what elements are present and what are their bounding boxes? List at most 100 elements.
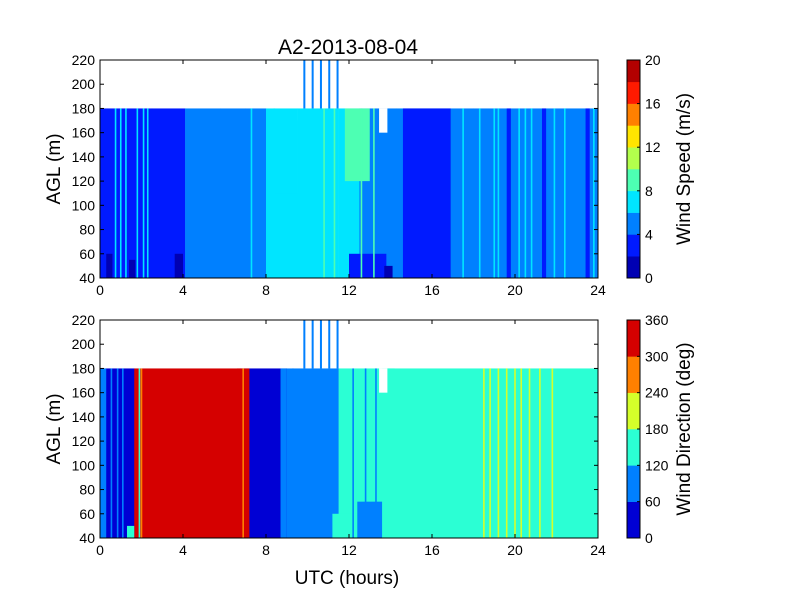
direction-y-tick-label: 120: [72, 433, 96, 449]
direction-x-tick-label: 20: [507, 542, 523, 558]
direction-colorbar-segment: [627, 320, 640, 357]
direction-streak: [122, 368, 124, 538]
speed-streak: [524, 108, 527, 278]
speed-y-tick-label: 200: [72, 76, 96, 92]
direction-streak: [292, 368, 294, 538]
direction-y-tick-label: 80: [79, 482, 95, 498]
speed-streak: [146, 108, 149, 278]
speed-y-tick-label: 40: [79, 270, 95, 286]
speed-streak: [136, 108, 139, 278]
direction-streak: [140, 368, 143, 538]
speed-streak: [119, 108, 122, 278]
direction-heatmap-field: [100, 320, 599, 538]
speed-streak: [530, 108, 533, 278]
direction-x-tick-label: 24: [590, 542, 606, 558]
direction-colorbar-tick-label: 120: [645, 457, 669, 473]
direction-streak: [242, 368, 244, 538]
direction-streak: [505, 368, 508, 538]
direction-streak: [489, 368, 491, 538]
speed-colorbar-tick-label: 8: [645, 183, 653, 199]
direction-x-tick-label: 0: [96, 542, 104, 558]
speed-colorbar-tick-label: 20: [645, 52, 661, 68]
direction-streak: [514, 368, 516, 538]
speed-streak: [462, 108, 464, 278]
direction-streak: [364, 368, 367, 538]
speed-colorbar-segment: [627, 125, 640, 148]
direction-colorbar-tick-label: 300: [645, 348, 669, 364]
speed-y-tick-label: 220: [72, 52, 96, 68]
direction-y-tick-label: 200: [72, 336, 96, 352]
speed-streak: [553, 108, 556, 278]
speed-streak: [373, 108, 375, 278]
speed-colorbar-segment: [627, 212, 640, 235]
speed-colorbar-segment: [627, 169, 640, 192]
speed-streak: [323, 108, 325, 278]
utc-xlabel: UTC (hours): [295, 568, 400, 589]
speed-missing-data: [379, 108, 388, 133]
direction-x-tick-label: 12: [341, 542, 357, 558]
speed-streak: [333, 108, 336, 278]
wind-direction-panel: AGL (m) Wind Direction (deg) UTC (hours)…: [44, 312, 695, 589]
direction-colorbar-tick-label: 0: [645, 530, 653, 546]
speed-colorbar-tick-label: 0: [645, 270, 653, 286]
wind-speed-panel: AGL (m) Wind Speed (m/s) 0 4 8 12 16 20 244060…: [44, 52, 695, 298]
speed-patch: [384, 265, 393, 278]
direction-streak: [551, 368, 554, 538]
speed-profile-block: [151, 108, 186, 278]
direction-streak: [539, 368, 541, 538]
figure-title: A2-2013-08-04: [278, 36, 418, 59]
speed-patch: [106, 253, 113, 278]
speed-profile-block: [473, 108, 599, 278]
speed-upper-gate-streak: [303, 60, 306, 109]
wind-direction-colorbar-label: Wind Direction (deg): [674, 342, 695, 515]
speed-streak: [142, 108, 145, 278]
speed-patch: [402, 108, 451, 278]
speed-y-tick-label: 100: [72, 197, 96, 213]
speed-streak: [518, 108, 520, 278]
direction-streak: [497, 368, 500, 538]
speed-x-tick-label: 12: [341, 282, 357, 298]
speed-patch: [506, 108, 511, 278]
speed-colorbar-segment: [627, 81, 640, 104]
speed-colorbar-segment: [627, 190, 640, 213]
direction-colorbar-tick-label: 240: [645, 385, 669, 401]
speed-patch: [585, 108, 590, 278]
speed-y-tick-label: 140: [72, 149, 96, 165]
speed-colorbar-segment: [627, 147, 640, 170]
direction-y-tick-label: 160: [72, 385, 96, 401]
direction-patch: [357, 501, 383, 538]
speed-y-tick-label: 120: [72, 173, 96, 189]
speed-x-tick-label: 16: [424, 282, 440, 298]
speed-streak: [478, 108, 481, 278]
direction-y-tick-label: 60: [79, 506, 95, 522]
speed-streak: [250, 108, 253, 278]
speed-colorbar-segment: [627, 60, 640, 83]
speed-colorbar-segment: [627, 103, 640, 126]
speed-patch: [297, 120, 339, 206]
direction-profile-block: [134, 368, 241, 538]
speed-streak: [125, 108, 127, 278]
direction-y-tick-label: 180: [72, 360, 96, 376]
direction-upper-gate-streak: [336, 320, 339, 369]
direction-x-tick-label: 8: [262, 542, 270, 558]
speed-profile-block: [220, 108, 246, 278]
direction-y-tick-label: 220: [72, 312, 96, 328]
speed-streak: [593, 108, 595, 278]
direction-upper-gate-streak: [328, 320, 331, 369]
direction-colorbar-segment: [627, 501, 640, 539]
direction-colorbar: 0 60 120 180 240 300 360: [626, 312, 669, 546]
speed-streak: [493, 108, 496, 278]
speed-patch: [541, 108, 547, 278]
direction-colorbar-tick-label: 60: [645, 494, 661, 510]
speed-colorbar-tick-label: 4: [645, 226, 653, 242]
speed-streak: [360, 108, 363, 278]
direction-colorbar-segment: [627, 465, 640, 502]
direction-upper-gate-streak: [303, 320, 306, 369]
speed-colorbar: 0 4 8 12 16 20: [626, 52, 661, 286]
speed-profile-block: [100, 108, 108, 278]
speed-patch: [129, 259, 136, 278]
speed-upper-gate-streak: [311, 60, 314, 109]
direction-patch: [280, 368, 287, 538]
direction-y-tick-label: 40: [79, 530, 95, 546]
